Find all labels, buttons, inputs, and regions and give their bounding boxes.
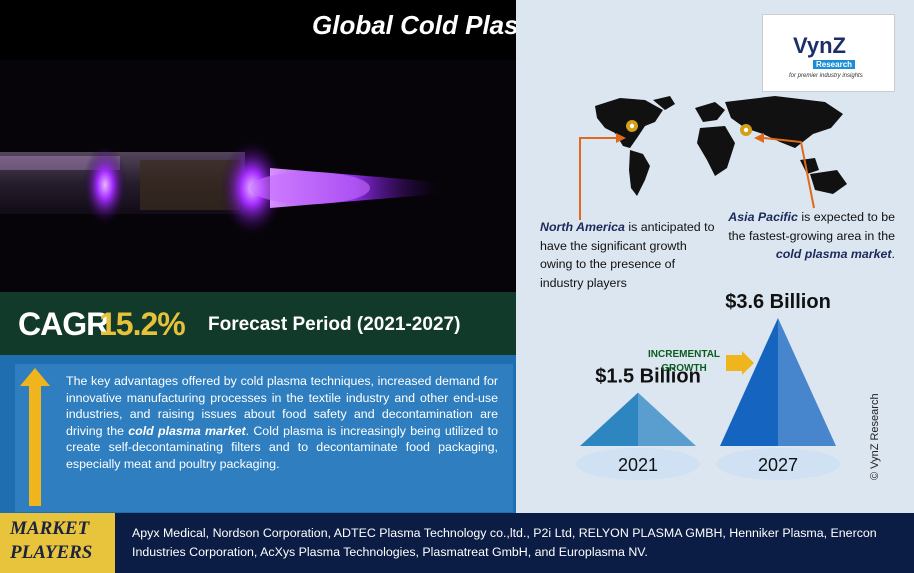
- asia-pacific-text2: .: [891, 247, 895, 261]
- copyright: © VynZ Research: [869, 393, 881, 480]
- north-america-pin-icon: [626, 120, 638, 132]
- asia-pacific-emph: cold plasma market: [775, 247, 892, 261]
- incremental-line2: GROWTH: [661, 363, 707, 374]
- asia-pacific-text1: is expected to be the fastest-growing ar…: [728, 210, 895, 243]
- tick-label-2021: 2021: [618, 455, 658, 475]
- logo-tagline: for premier industry insights: [789, 73, 863, 79]
- data-label-2027: $3.6 Billion: [725, 291, 831, 313]
- description-emph: cold plasma market: [128, 423, 246, 438]
- asia-pacific-pin-icon: [740, 124, 752, 136]
- cagr-label: CAGR: [18, 306, 109, 342]
- asia-pacific-note: Asia Pacific is expected to be the faste…: [725, 208, 895, 264]
- vynz-logo: VynZ Research for premier industry insig…: [762, 14, 895, 92]
- north-america-note: North America is anticipated to have the…: [540, 218, 720, 292]
- logo-sub: Research: [813, 60, 856, 69]
- description-text: The key advantages offered by cold plasm…: [66, 373, 498, 472]
- north-america-text: is anticipated to have the significant g…: [540, 220, 715, 290]
- incremental-growth-label: INCREMENTAL GROWTH: [648, 348, 720, 376]
- market-players-label-box: [0, 513, 115, 573]
- north-america-name: North America: [540, 220, 625, 234]
- market-players-label-2: PLAYERS: [10, 542, 93, 563]
- bar-2027-left: [720, 318, 778, 446]
- bar-2021-left: [580, 392, 638, 446]
- data-label-2021: $1.5 Billion: [595, 366, 701, 388]
- annotation-arrows: [579, 133, 815, 220]
- asia-pacific-name: Asia Pacific: [728, 210, 798, 224]
- plasma-photo: [0, 60, 516, 292]
- forecast-period: Forecast Period (2021-2027): [208, 314, 461, 335]
- bar-2021-right: [638, 392, 696, 446]
- description-inner: [15, 364, 513, 512]
- up-arrow-icon: [20, 368, 50, 506]
- bar-base-2027: [716, 448, 840, 480]
- growth-arrow-icon: [726, 351, 754, 375]
- market-size-chart: 2021 $1.5 Billion 2027 $3.6 Billion: [576, 291, 840, 480]
- description-before: The key advantages offered by cold plasm…: [66, 374, 498, 438]
- cagr-bar: [0, 292, 516, 355]
- market-players-label-1: MARKET: [10, 518, 90, 539]
- bar-base-2021: [576, 448, 700, 480]
- description-after: . Cold plasma is increasingly being util…: [66, 423, 498, 471]
- bar-2027-right: [778, 318, 836, 446]
- cagr-value: 15.2%: [99, 306, 186, 342]
- tick-label-2027: 2027: [758, 455, 798, 475]
- logo-name: VynZ: [793, 33, 846, 58]
- world-map: [595, 96, 847, 196]
- incremental-line1: INCREMENTAL: [648, 349, 721, 360]
- market-players-list: Apyx Medical, Nordson Corporation, ADTEC…: [132, 526, 877, 559]
- market-players-bar: [0, 513, 914, 573]
